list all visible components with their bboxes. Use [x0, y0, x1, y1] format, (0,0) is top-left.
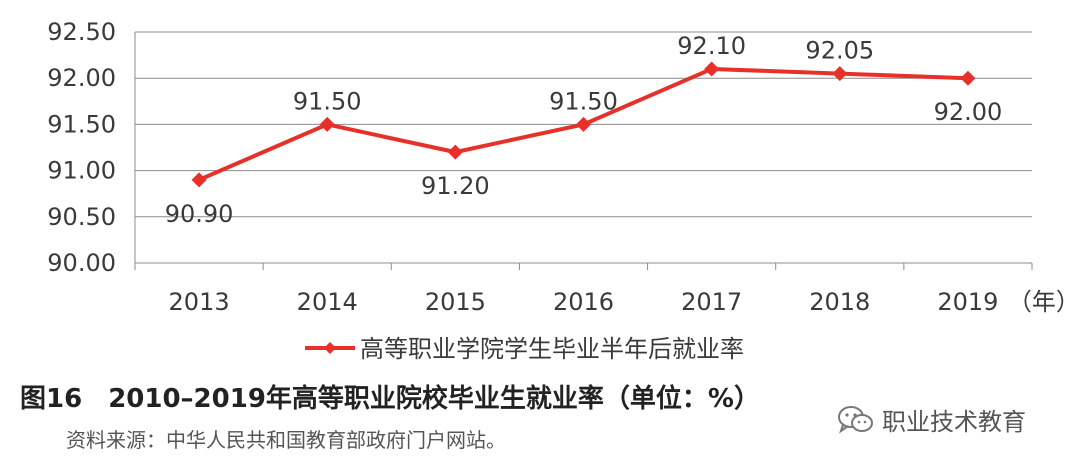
data-label: 91.20	[421, 172, 490, 200]
data-labels: 90.90 91.50 91.20 91.50 92.10 92.05 92.00	[165, 32, 1003, 228]
legend-marker-swatch	[324, 342, 336, 354]
y-tick-label: 92.00	[47, 64, 116, 92]
figure-caption: 图16 2010–2019年高等职业院校毕业生就业率（单位：%）	[20, 378, 760, 415]
series	[191, 61, 976, 188]
figure-number: 图16	[20, 384, 83, 414]
data-label: 91.50	[293, 87, 362, 115]
y-tick-label: 92.50	[47, 18, 116, 46]
y-tick-label: 90.00	[47, 249, 116, 277]
data-point-marker	[191, 172, 207, 188]
x-tick-label: 2018	[809, 288, 870, 316]
x-tick-label: 2019	[937, 288, 998, 316]
data-label: 90.90	[165, 200, 234, 228]
figure-title: 2010–2019年高等职业院校毕业生就业率（单位：%）	[108, 384, 760, 414]
legend: 高等职业学院学生毕业半年后就业率	[305, 335, 744, 363]
data-point-marker	[319, 116, 335, 132]
data-point-marker	[447, 144, 463, 160]
y-tick-label: 91.50	[47, 110, 116, 138]
data-label: 92.10	[677, 32, 746, 60]
watermark-text: 职业技术教育	[882, 408, 1026, 436]
x-tick-label: 2013	[169, 288, 230, 316]
x-tick-label: 2016	[553, 288, 614, 316]
y-axis-tick-labels: 90.00 90.50 91.00 91.50 92.00 92.50	[47, 18, 116, 277]
watermark: 职业技术教育	[836, 402, 1026, 437]
x-axis-tick-labels: 2013 2014 2015 2016 2017 2018 2019 （年）	[169, 288, 1080, 316]
legend-label: 高等职业学院学生毕业半年后就业率	[360, 335, 744, 363]
x-tick-label: 2014	[297, 288, 358, 316]
x-axis-unit-label: （年）	[1008, 288, 1080, 316]
axes	[134, 32, 1033, 270]
data-point-marker	[704, 61, 720, 77]
data-label: 92.05	[805, 37, 874, 65]
x-tick-label: 2017	[681, 288, 742, 316]
data-label: 91.50	[549, 87, 618, 115]
data-point-marker	[576, 116, 591, 132]
source-note: 资料来源：中华人民共和国教育部政府门户网站。	[66, 428, 506, 452]
y-tick-label: 91.00	[47, 157, 116, 185]
x-tick-label: 2015	[425, 288, 486, 316]
y-tick-label: 90.50	[47, 203, 116, 231]
data-point-marker	[960, 70, 976, 86]
wechat-icon	[838, 405, 873, 434]
data-point-marker	[832, 66, 848, 82]
data-label: 92.00	[934, 98, 1003, 126]
